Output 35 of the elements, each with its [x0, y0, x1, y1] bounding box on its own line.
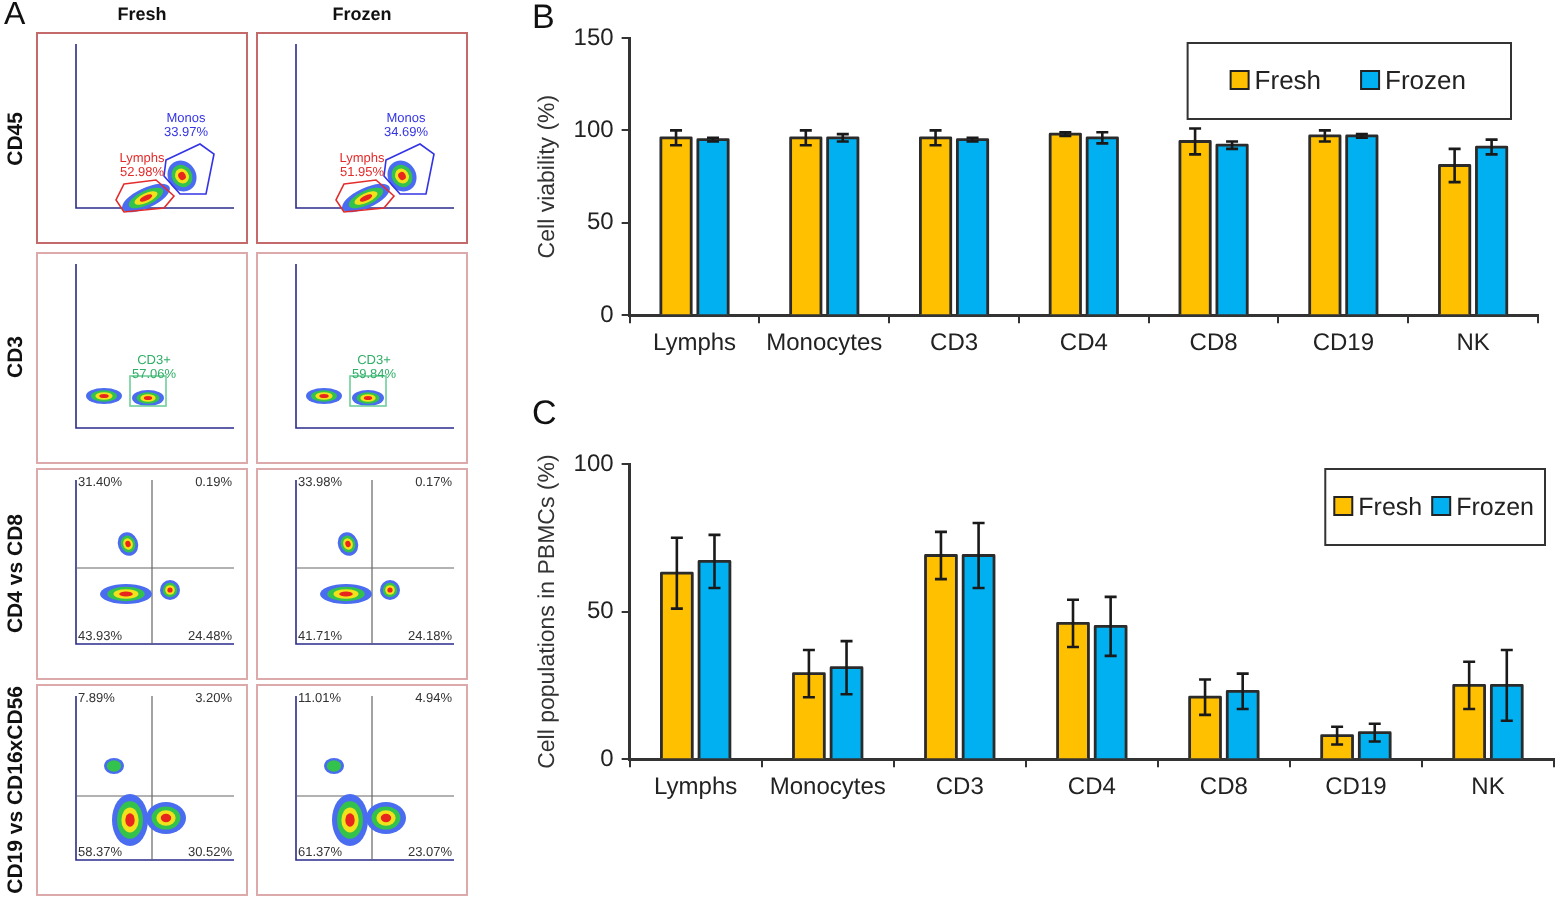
category-label: CD19 vs CD16xCD56 — [4, 686, 29, 894]
x-tick-label: CD8 — [1189, 328, 1239, 357]
y-tick-label: 100 — [573, 115, 615, 144]
legend-label: Frozen — [1385, 65, 1467, 96]
legend-label: Fresh — [1254, 65, 1322, 96]
y-tick-label: 50 — [586, 596, 615, 625]
x-tick-label: CD8 — [1199, 772, 1249, 801]
chart-title: C — [532, 394, 557, 432]
x-tick-label: NK — [1471, 772, 1505, 801]
x-tick-label: CD19 — [1312, 328, 1375, 357]
chart-title: B — [532, 0, 555, 36]
y-tick-label: 0 — [600, 743, 615, 772]
x-tick-label: CD4 — [1059, 328, 1109, 357]
legend-label: Fresh — [1358, 492, 1423, 521]
category-label: Fresh — [117, 4, 167, 24]
legend-label: Frozen — [1456, 492, 1535, 521]
x-tick-label: Lymphs — [654, 772, 738, 801]
y-tick-label: 100 — [573, 448, 615, 477]
x-tick-label: CD4 — [1067, 772, 1117, 801]
y-tick-label: 50 — [586, 207, 615, 236]
category-label: CD4 vs CD8 — [4, 514, 29, 634]
x-tick-label: CD19 — [1325, 772, 1388, 801]
category-label: Frozen — [332, 4, 392, 24]
x-tick-label: CD3 — [930, 328, 979, 357]
x-tick-label: Lymphs — [652, 328, 737, 357]
y-axis-title: Cell viability (%) — [536, 94, 561, 259]
x-tick-label: CD3 — [935, 772, 985, 801]
x-tick-label: NK — [1456, 328, 1490, 357]
y-tick-label: 0 — [600, 299, 615, 328]
category-label: CD45 — [4, 111, 29, 165]
x-tick-label: Monocytes — [769, 772, 886, 801]
x-tick-label: Monocytes — [766, 328, 883, 357]
y-axis-title: Cell populations in PBMCs (%) — [536, 454, 561, 769]
y-tick-label: 150 — [573, 22, 615, 51]
text: A — [4, 0, 26, 32]
